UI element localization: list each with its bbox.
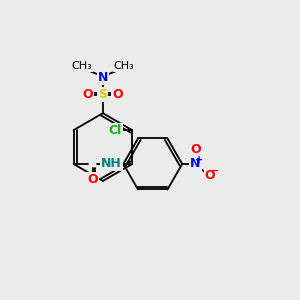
Text: Cl: Cl — [109, 124, 122, 136]
Text: Cl: Cl — [109, 158, 122, 170]
Text: O: O — [87, 173, 98, 186]
Text: S: S — [98, 88, 107, 101]
Text: O: O — [190, 143, 201, 156]
Text: NH: NH — [100, 158, 121, 170]
Text: CH₃: CH₃ — [71, 61, 92, 71]
Text: O: O — [83, 88, 94, 101]
Text: N: N — [190, 158, 201, 170]
Text: +: + — [195, 155, 203, 165]
Text: O: O — [112, 88, 123, 101]
Text: N: N — [98, 71, 108, 84]
Text: −: − — [210, 166, 219, 176]
Text: O: O — [205, 169, 215, 182]
Text: CH₃: CH₃ — [114, 61, 134, 71]
